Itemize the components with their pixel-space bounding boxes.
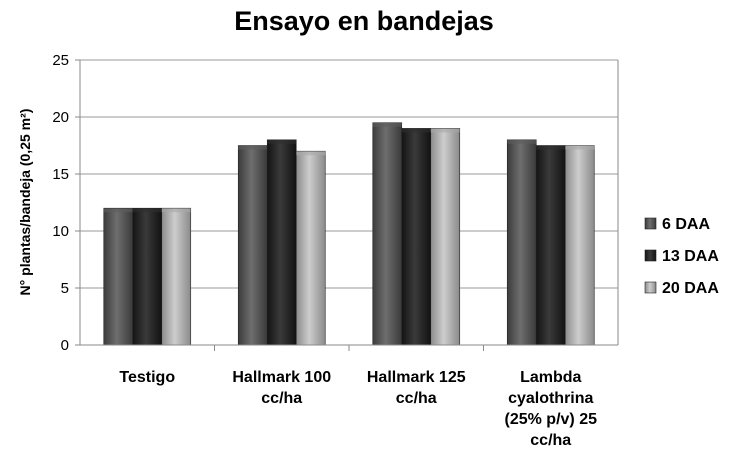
bar-top-highlight xyxy=(267,139,297,144)
bar-top-highlight xyxy=(507,139,537,144)
legend-label: 20 DAA xyxy=(662,280,719,297)
x-category-label: cyalothrina xyxy=(508,390,593,407)
y-tick-label: 5 xyxy=(61,280,69,297)
x-category-label: cc/ha xyxy=(261,390,302,407)
bar-6-daa xyxy=(506,139,537,346)
bars xyxy=(103,122,595,346)
bar-20-daa xyxy=(564,145,595,346)
y-axis-label: N° plantas/bandeja (0,25 m²) xyxy=(17,109,33,296)
y-tick-label: 10 xyxy=(52,223,69,240)
x-category-label: Hallmark 125 xyxy=(367,369,466,386)
legend-label: 6 DAA xyxy=(662,216,710,233)
bar-top-highlight xyxy=(372,122,402,127)
y-tick-label: 0 xyxy=(61,337,69,354)
bar-top-highlight xyxy=(238,145,268,150)
legend-swatch xyxy=(644,249,657,262)
x-axis-categories: Testigo Hallmark 100 cc/ha Hallmark 125 cc/h… xyxy=(119,369,597,449)
bar-top-highlight xyxy=(161,208,191,213)
bar-20-daa xyxy=(161,207,192,346)
bar-13-daa xyxy=(535,145,566,346)
x-category-label: cc/ha xyxy=(530,432,571,449)
x-category-label: (25% p/v) 25 xyxy=(505,411,598,428)
legend: 6 DAA 13 DAA 20 DAA xyxy=(644,216,719,297)
y-axis-ticks: 0 5 10 15 20 25 xyxy=(52,52,80,354)
axes xyxy=(79,60,619,351)
bar-6-daa xyxy=(237,145,268,346)
y-tick-label: 25 xyxy=(52,52,69,69)
legend-swatch xyxy=(644,281,657,294)
bar-top-highlight xyxy=(296,151,326,156)
x-category-label: Hallmark 100 xyxy=(232,369,331,386)
bar-13-daa xyxy=(401,128,432,346)
bar-20-daa xyxy=(295,150,326,346)
bar-20-daa xyxy=(430,128,461,346)
bar-13-daa xyxy=(266,139,297,346)
bar-top-highlight xyxy=(430,128,460,133)
bar-top-highlight xyxy=(103,208,133,213)
bar-top-highlight xyxy=(132,208,162,213)
bar-6-daa xyxy=(372,122,403,346)
legend-swatch xyxy=(644,217,657,230)
legend-label: 13 DAA xyxy=(662,248,719,265)
x-category-label: cc/ha xyxy=(396,390,437,407)
chart-title: Ensayo en bandejas xyxy=(234,6,494,36)
x-category-label: Lambda xyxy=(520,369,581,386)
bar-6-daa xyxy=(103,207,134,346)
y-tick-label: 20 xyxy=(52,109,69,126)
x-category-label: Testigo xyxy=(119,369,175,386)
bar-top-highlight xyxy=(401,128,431,133)
bar-13-daa xyxy=(132,207,163,346)
bar-top-highlight xyxy=(536,145,566,150)
y-tick-label: 15 xyxy=(52,166,69,183)
bar-top-highlight xyxy=(565,145,595,150)
